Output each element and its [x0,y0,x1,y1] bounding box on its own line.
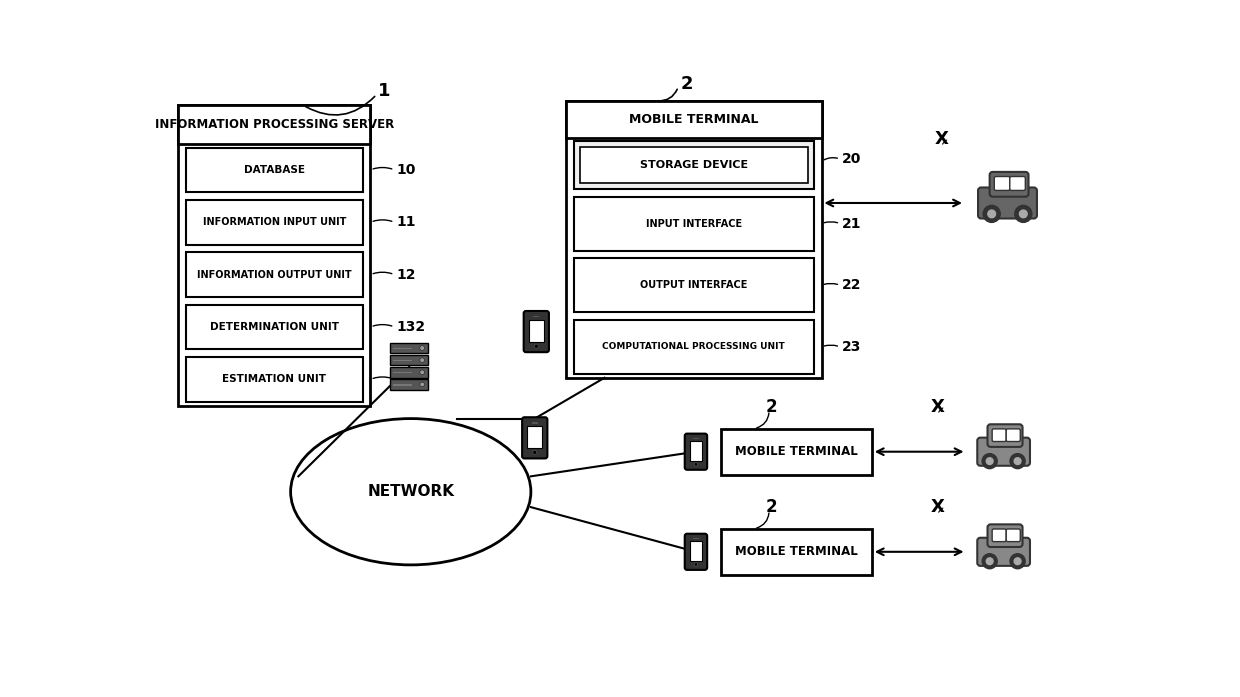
FancyBboxPatch shape [987,424,1023,447]
Bar [693,438,698,439]
Text: COMPUTATIONAL PROCESSING UNIT: COMPUTATIONAL PROCESSING UNIT [603,342,785,351]
Bar [580,147,807,183]
Text: MOBILE TERMINAL: MOBILE TERMINAL [629,112,759,125]
Circle shape [420,382,424,387]
Text: X: X [931,398,945,416]
Circle shape [534,344,538,348]
Text: MOBILE TERMINAL: MOBILE TERMINAL [735,445,858,458]
Bar [573,197,813,251]
Text: 23: 23 [842,340,861,354]
Bar [393,384,412,385]
Text: 21: 21 [842,217,861,231]
Bar [393,348,412,349]
Circle shape [1019,210,1027,217]
Bar [573,259,813,312]
Bar [391,367,428,378]
Text: DETERMINATION UNIT: DETERMINATION UNIT [210,322,339,332]
Bar [186,252,363,297]
FancyBboxPatch shape [994,176,1009,190]
FancyBboxPatch shape [523,311,549,352]
Bar [720,529,872,575]
Text: INFORMATION PROCESSING SERVER: INFORMATION PROCESSING SERVER [155,118,394,131]
Circle shape [1011,553,1025,569]
Circle shape [420,358,424,362]
Circle shape [694,562,698,566]
Text: INFORMATION OUTPUT UNIT: INFORMATION OUTPUT UNIT [197,270,352,279]
Text: NETWORK: NETWORK [367,484,454,499]
Text: 22: 22 [842,278,861,292]
Bar [573,141,813,189]
FancyBboxPatch shape [522,418,547,459]
Text: MOBILE TERMINAL: MOBILE TERMINAL [735,545,858,558]
Bar [565,100,821,137]
FancyBboxPatch shape [978,187,1037,218]
FancyBboxPatch shape [992,529,1006,542]
Text: INPUT INTERFACE: INPUT INTERFACE [646,219,742,229]
Circle shape [982,454,997,468]
Bar [565,100,821,378]
Text: 20: 20 [842,152,861,166]
Circle shape [982,553,997,569]
FancyBboxPatch shape [992,429,1006,441]
Circle shape [1014,458,1021,464]
Bar [533,316,539,317]
Bar [573,320,813,374]
Bar [186,305,363,349]
Text: 134: 134 [396,372,425,386]
Bar [391,343,428,353]
Circle shape [986,458,993,464]
Bar [720,429,872,475]
Circle shape [694,463,698,466]
Circle shape [1014,206,1032,222]
Bar [393,360,412,361]
Bar [393,372,412,374]
Bar [391,355,428,365]
Bar [179,105,371,406]
Text: 12: 12 [396,268,415,282]
Bar [186,200,363,245]
Bar [179,105,371,144]
FancyBboxPatch shape [990,172,1028,197]
Bar [532,422,538,424]
Bar [527,426,542,448]
Bar [186,357,363,401]
Circle shape [986,558,993,565]
Text: 1: 1 [378,82,391,100]
Text: X: X [935,130,949,148]
Ellipse shape [290,419,531,565]
FancyBboxPatch shape [684,434,707,470]
Circle shape [1014,558,1021,565]
Text: 132: 132 [396,320,425,334]
Circle shape [988,210,996,217]
Bar [689,441,702,461]
FancyBboxPatch shape [1006,529,1021,542]
Text: 2: 2 [766,398,777,416]
Bar [689,542,702,561]
FancyBboxPatch shape [987,524,1023,547]
Text: X: X [931,498,945,516]
Circle shape [1011,454,1025,468]
FancyBboxPatch shape [684,534,707,570]
Circle shape [533,450,537,454]
Text: ESTIMATION UNIT: ESTIMATION UNIT [222,374,326,384]
Circle shape [983,206,1001,222]
Bar [529,319,543,342]
Bar [693,538,698,539]
Text: 10: 10 [396,163,415,177]
FancyBboxPatch shape [1006,429,1021,441]
Circle shape [420,370,424,374]
Circle shape [420,346,424,351]
Text: INFORMATION INPUT UNIT: INFORMATION INPUT UNIT [202,217,346,227]
FancyBboxPatch shape [977,438,1030,466]
Text: OUTPUT INTERFACE: OUTPUT INTERFACE [640,280,748,290]
Text: STORAGE DEVICE: STORAGE DEVICE [640,160,748,170]
Text: DATABASE: DATABASE [244,165,305,175]
Bar [391,379,428,390]
Text: 2: 2 [681,75,693,93]
Text: 2: 2 [766,498,777,516]
Bar [186,148,363,192]
FancyBboxPatch shape [1009,176,1025,190]
FancyBboxPatch shape [977,538,1030,566]
Text: 11: 11 [396,215,415,229]
